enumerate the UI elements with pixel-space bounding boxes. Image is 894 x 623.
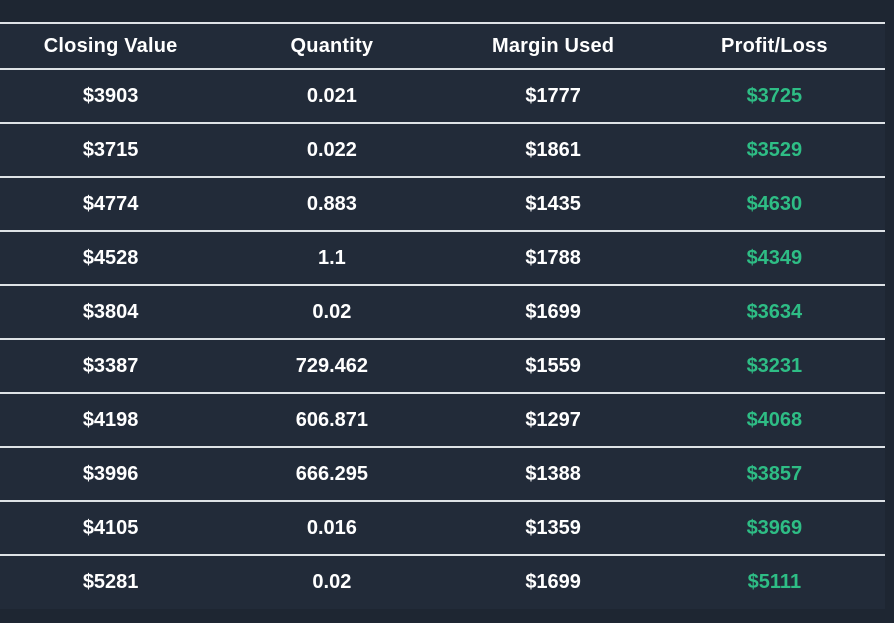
header-row: Closing Value Quantity Margin Used Profi… bbox=[0, 23, 885, 69]
table-row: $3903 0.021 $1777 $3725 bbox=[0, 69, 885, 123]
trades-table: Closing Value Quantity Margin Used Profi… bbox=[0, 22, 885, 609]
cell-quantity: 0.02 bbox=[312, 300, 352, 323]
cell-profit-loss: $3969 bbox=[746, 516, 803, 539]
cell-closing-value: $4528 bbox=[82, 246, 139, 269]
cell-margin-used: $1788 bbox=[525, 246, 581, 269]
cell-quantity: 1.1 bbox=[317, 246, 346, 269]
table-row: $4774 0.883 $1435 $4630 bbox=[0, 177, 885, 231]
table-row: $4528 1.1 $1788 $4349 bbox=[0, 231, 885, 285]
cell-closing-value: $4105 bbox=[82, 516, 139, 539]
cell-margin-used: $1359 bbox=[525, 516, 581, 539]
cell-margin-used: $1777 bbox=[525, 84, 581, 107]
cell-closing-value: $5281 bbox=[82, 571, 139, 593]
cell-closing-value: $3715 bbox=[82, 138, 139, 161]
table-row: $5281 0.02 $1699 $5111 bbox=[0, 555, 885, 609]
cell-profit-loss: $3857 bbox=[746, 462, 803, 485]
cell-quantity: 606.871 bbox=[295, 408, 369, 431]
cell-closing-value: $3804 bbox=[82, 300, 139, 323]
cell-closing-value: $3387 bbox=[82, 354, 139, 377]
cell-profit-loss: $3634 bbox=[746, 300, 803, 323]
cell-margin-used: $1699 bbox=[525, 300, 581, 323]
cell-quantity: 0.02 bbox=[312, 571, 352, 593]
cell-quantity: 0.883 bbox=[306, 192, 357, 215]
header-profit-loss: Profit/Loss bbox=[721, 34, 828, 57]
cell-margin-used: $1297 bbox=[525, 408, 581, 431]
cell-closing-value: $4198 bbox=[82, 408, 139, 431]
cell-closing-value: $3903 bbox=[82, 84, 139, 107]
cell-profit-loss: $5111 bbox=[747, 571, 802, 593]
cell-profit-loss: $4630 bbox=[746, 192, 803, 215]
trades-table-container: Closing Value Quantity Margin Used Profi… bbox=[0, 22, 885, 609]
cell-profit-loss: $3231 bbox=[746, 354, 803, 377]
cell-margin-used: $1559 bbox=[525, 354, 581, 377]
cell-quantity: 0.016 bbox=[306, 516, 357, 539]
cell-closing-value: $4774 bbox=[82, 192, 139, 215]
header-margin-used: Margin Used bbox=[492, 34, 615, 57]
table-row: $3804 0.02 $1699 $3634 bbox=[0, 285, 885, 339]
cell-quantity: 666.295 bbox=[295, 462, 369, 485]
cell-margin-used: $1861 bbox=[525, 138, 581, 161]
cell-margin-used: $1435 bbox=[525, 192, 581, 215]
cell-margin-used: $1699 bbox=[525, 571, 581, 593]
table-row: $3387 729.462 $1559 $3231 bbox=[0, 339, 885, 393]
cell-profit-loss: $4349 bbox=[746, 246, 803, 269]
cell-margin-used: $1388 bbox=[525, 462, 581, 485]
cell-profit-loss: $3529 bbox=[746, 138, 803, 161]
header-closing-value: Closing Value bbox=[43, 34, 178, 57]
table-row: $4105 0.016 $1359 $3969 bbox=[0, 501, 885, 555]
header-quantity: Quantity bbox=[290, 34, 374, 57]
cell-closing-value: $3996 bbox=[82, 462, 139, 485]
cell-profit-loss: $3725 bbox=[746, 84, 803, 107]
cell-quantity: 0.021 bbox=[306, 84, 357, 107]
cell-quantity: 0.022 bbox=[306, 138, 357, 161]
table-row: $3715 0.022 $1861 $3529 bbox=[0, 123, 885, 177]
table-row: $4198 606.871 $1297 $4068 bbox=[0, 393, 885, 447]
cell-profit-loss: $4068 bbox=[746, 408, 803, 431]
table-row: $3996 666.295 $1388 $3857 bbox=[0, 447, 885, 501]
cell-quantity: 729.462 bbox=[295, 354, 369, 377]
